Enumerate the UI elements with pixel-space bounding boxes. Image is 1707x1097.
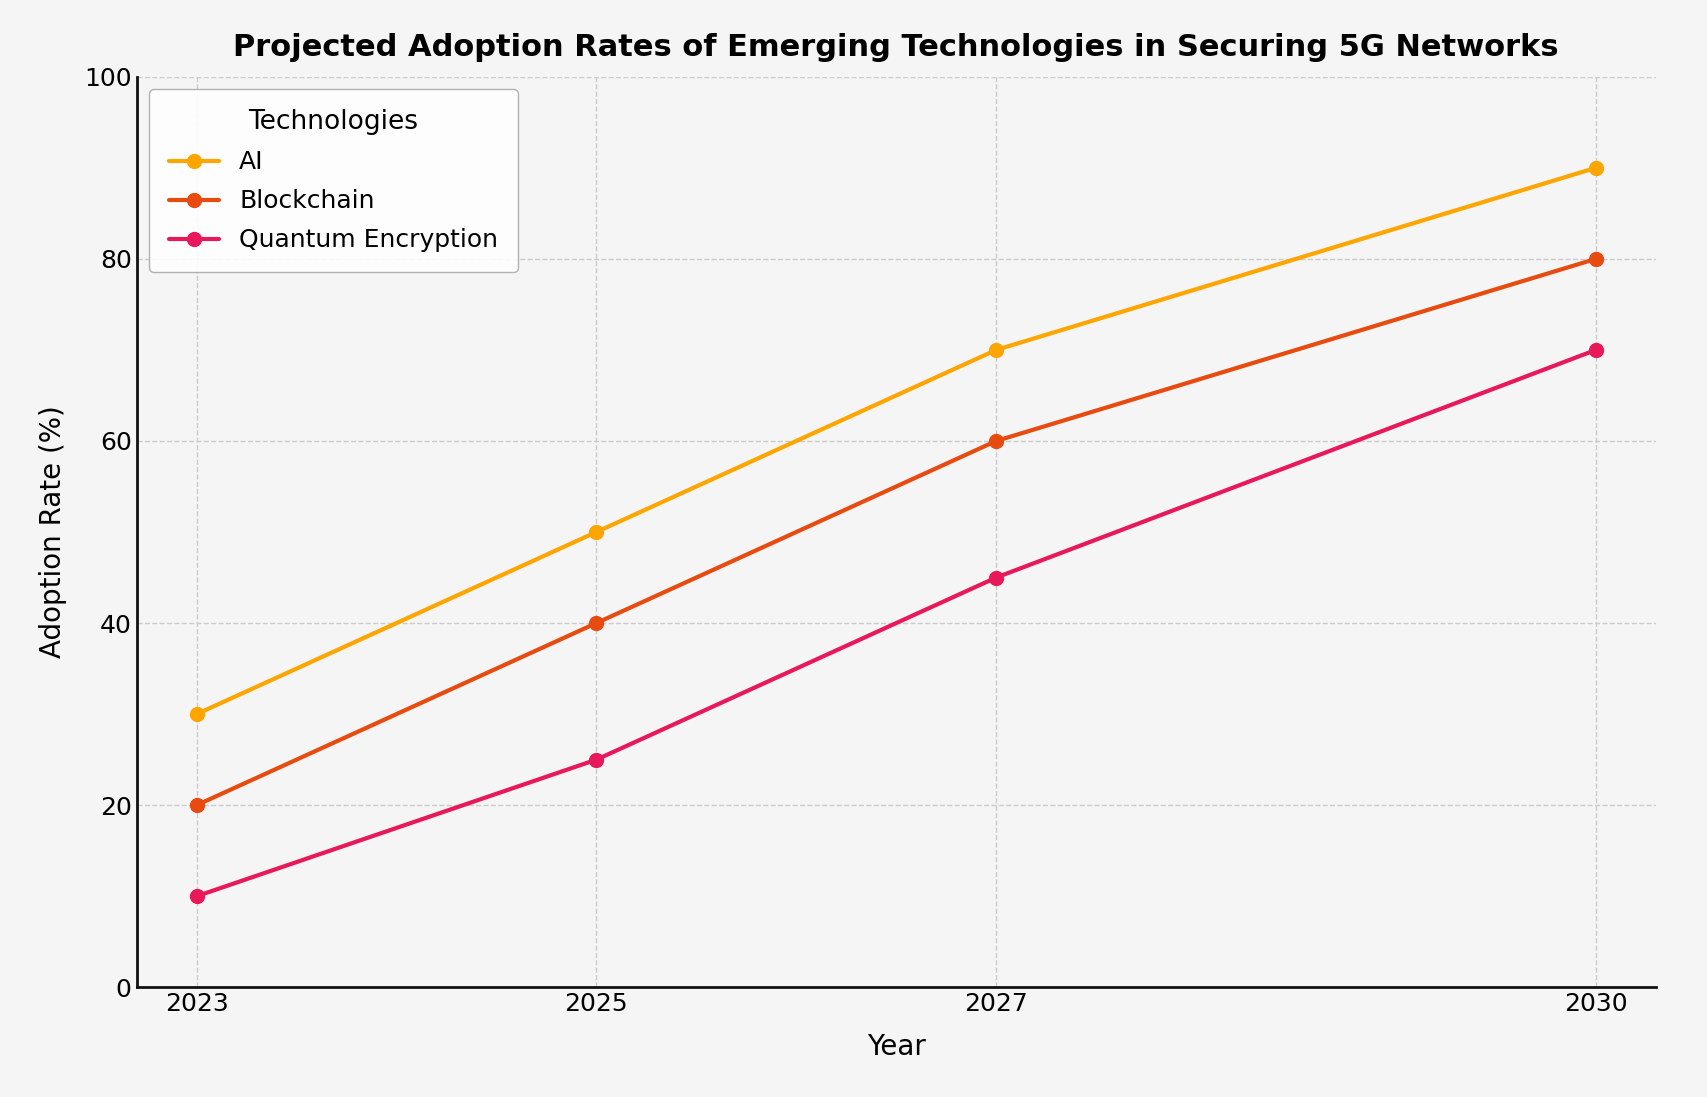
Quantum Encryption — [186, 890, 207, 903]
Quantum Encryption — [987, 570, 1007, 584]
Legend: AI, Blockchain, Quantum Encryption: AI, Blockchain, Quantum Encryption — [149, 89, 517, 272]
AI — [586, 525, 606, 539]
Title: Projected Adoption Rates of Emerging Technologies in Securing 5G Networks: Projected Adoption Rates of Emerging Tec… — [234, 33, 1558, 61]
Quantum Encryption — [1586, 343, 1606, 357]
AI — [987, 343, 1007, 357]
Blockchain — [186, 799, 207, 812]
Y-axis label: Adoption Rate (%): Adoption Rate (%) — [39, 406, 67, 658]
X-axis label: Year: Year — [867, 1033, 925, 1061]
Blockchain — [1586, 252, 1606, 265]
AI — [1586, 161, 1606, 174]
Line: AI: AI — [189, 161, 1603, 721]
Quantum Encryption — [586, 753, 606, 766]
Line: Quantum Encryption: Quantum Encryption — [189, 343, 1603, 903]
Blockchain — [987, 434, 1007, 448]
Line: Blockchain: Blockchain — [189, 252, 1603, 812]
Blockchain — [586, 617, 606, 630]
AI — [186, 708, 207, 721]
